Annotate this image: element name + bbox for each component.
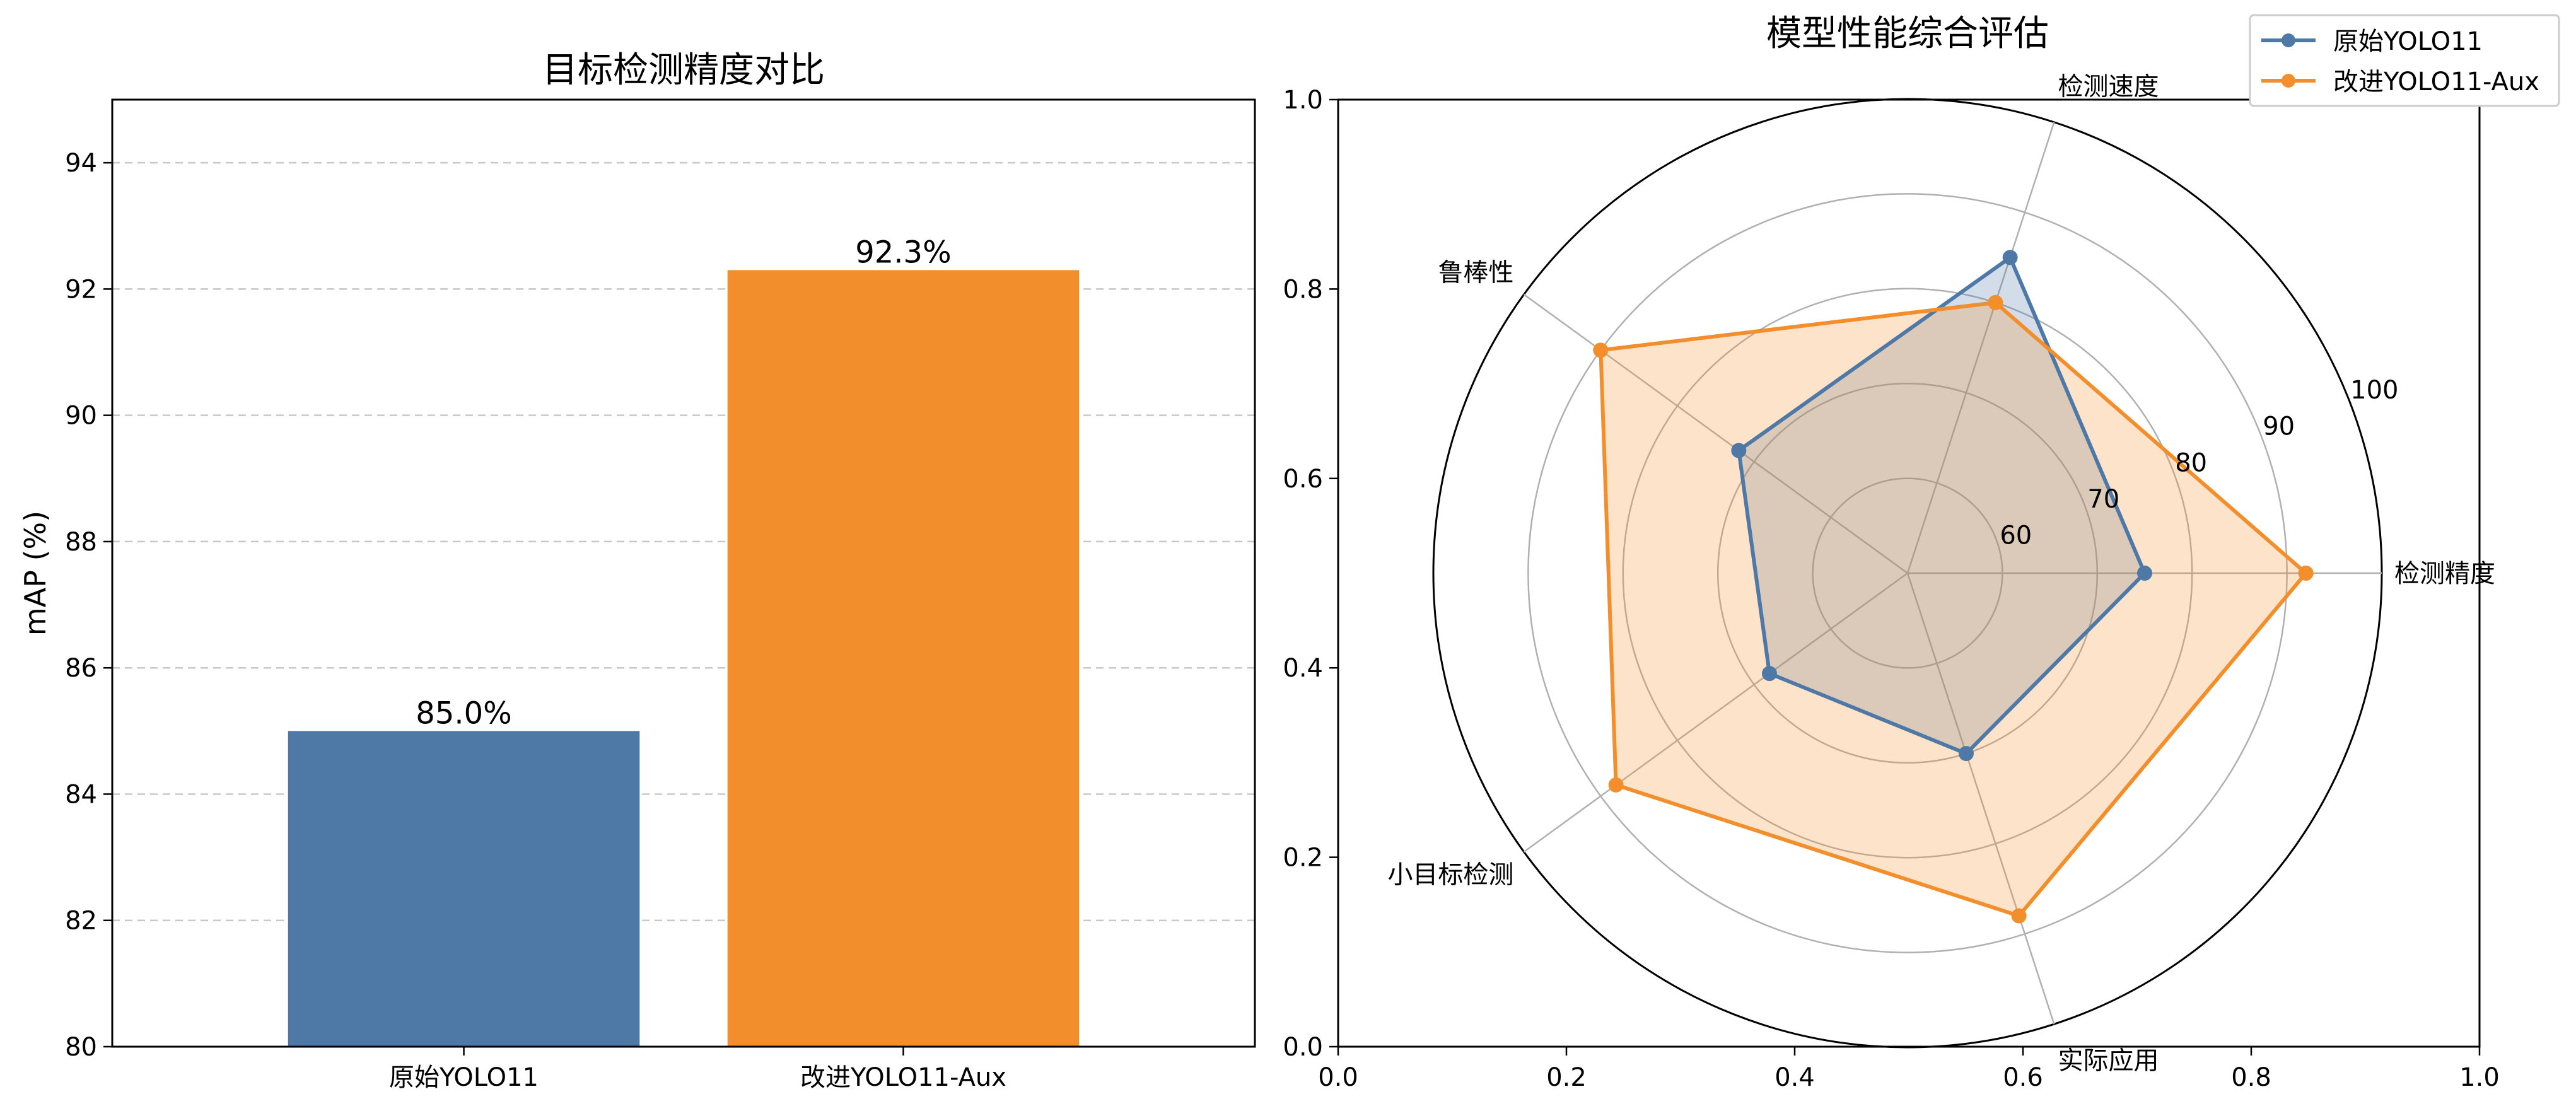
legend-frame [2249,14,2560,107]
frame-y-tick-label: 0.0 [1283,1033,1323,1062]
radar-spoke [1523,293,1908,574]
radar-point [1731,443,1747,458]
radar-series-fill [1600,302,2306,916]
radar-point [2002,250,2018,265]
radar-chart-title: 模型性能综合评估 [1766,13,2049,54]
radar-point [1761,666,1777,682]
radar-frame-ticks: 0.0 0.2 0.4 0.6 0.8 1.0 0.0 0.2 0.4 0.6 0.8 1.0 [1283,86,2499,1092]
radar-series [1593,250,2314,924]
radar-series-line [1599,300,2308,918]
frame-y-tick-label: 0.8 [1283,275,1323,304]
legend-marker-baseline [2282,33,2295,47]
frame-x-tick-label: 0.4 [1775,1063,1815,1092]
radar-spoke [1523,572,1908,853]
frame-x-tick-label: 0.6 [2003,1063,2043,1092]
radar-radial-tick-label: 80 [2175,448,2207,477]
bar-x-tick-label: 改进YOLO11-Aux [800,1063,1006,1092]
radar-series-fill [1739,257,2145,754]
legend-marker-improved [2282,74,2295,88]
bar-y-axis-ticks: 80 82 84 86 88 90 92 94 [65,149,112,1062]
radar-chart: 0.0 0.2 0.4 0.6 0.8 1.0 0.0 0.2 0.4 0.6 0.8 1.0 检测精… [1283,13,2499,1092]
frame-x-tick-label: 0.0 [1318,1063,1358,1092]
radar-radial-tick-label: 70 [2087,485,2119,514]
bar [288,731,640,1047]
frame-y-tick-label: 0.4 [1283,654,1323,683]
radar-gridlines [1432,98,2383,1049]
bar-value-label: 92.3% [855,235,951,270]
legend-label: 原始YOLO11 [2333,27,2483,56]
radar-radial-tick-label: 90 [2263,412,2295,441]
radar-point [1988,294,2003,310]
frame-y-tick-label: 0.2 [1283,844,1323,873]
frame-x-tick-label: 0.2 [1546,1063,1587,1092]
frame-y-tick-label: 0.6 [1283,465,1323,494]
legend-entry: 原始YOLO11 [2261,27,2483,56]
bar-gridlines [112,161,1255,921]
bar-plot-frame [111,98,1256,1048]
frame-x-tick-label: 1.0 [2459,1063,2500,1092]
bar-y-tick-label: 94 [65,149,97,178]
radar-radial-tick-label: 60 [2000,521,2032,550]
bar-y-tick-label: 84 [65,780,97,809]
radar-point [2137,566,2152,581]
radar-axis-label: 检测速度 [2058,73,2159,102]
radar-axis-label: 小目标检测 [1387,860,1513,889]
bar-chart: 80 82 84 86 88 90 92 94 原始YOLO11 改进YOLO11-Aux 85… [18,50,1256,1092]
radar-point [1608,777,1624,793]
radar-spoke [1906,122,2055,574]
radar-point [2011,908,2027,924]
radar-axis-label: 检测精度 [2394,559,2495,588]
radar-point [1958,746,1974,762]
radar-point [1593,342,1609,358]
bar-y-tick-label: 82 [65,907,97,936]
bar-value-labels: 85.0% 92.3% [416,235,951,731]
bar-x-tick-label: 原始YOLO11 [389,1063,539,1092]
radar-spoke [1906,573,2055,1025]
bar-y-tick-label: 88 [65,528,97,557]
bar-chart-title: 目标检测精度对比 [542,50,825,91]
legend: 原始YOLO11 改进YOLO11-Aux [2249,14,2560,107]
bar-y-tick-label: 92 [65,275,97,304]
radar-radial-tick-label: 100 [2350,376,2398,405]
radar-series-line [1737,255,2147,756]
legend-label: 改进YOLO11-Aux [2333,67,2539,96]
frame-y-tick-label: 1.0 [1283,86,1323,115]
bar-y-tick-label: 86 [65,654,97,683]
bar-y-tick-label: 90 [65,402,97,431]
bar-y-axis-label: mAP (%) [18,511,52,636]
frame-x-tick-label: 0.8 [2231,1063,2271,1092]
bar-x-axis-ticks: 原始YOLO11 改进YOLO11-Aux [389,1047,1006,1092]
bar-series [288,270,1080,1047]
bar-value-label: 85.0% [416,695,511,731]
bar-y-tick-label: 80 [65,1033,97,1062]
legend-entry: 改进YOLO11-Aux [2261,67,2539,96]
radar-point [2298,566,2314,581]
radar-axis-label: 实际应用 [2058,1046,2159,1075]
radar-radial-ticks: 60 70 80 90 100 [2000,376,2398,550]
radar-axis-label: 鲁棒性 [1438,259,1513,288]
bar [727,270,1080,1047]
